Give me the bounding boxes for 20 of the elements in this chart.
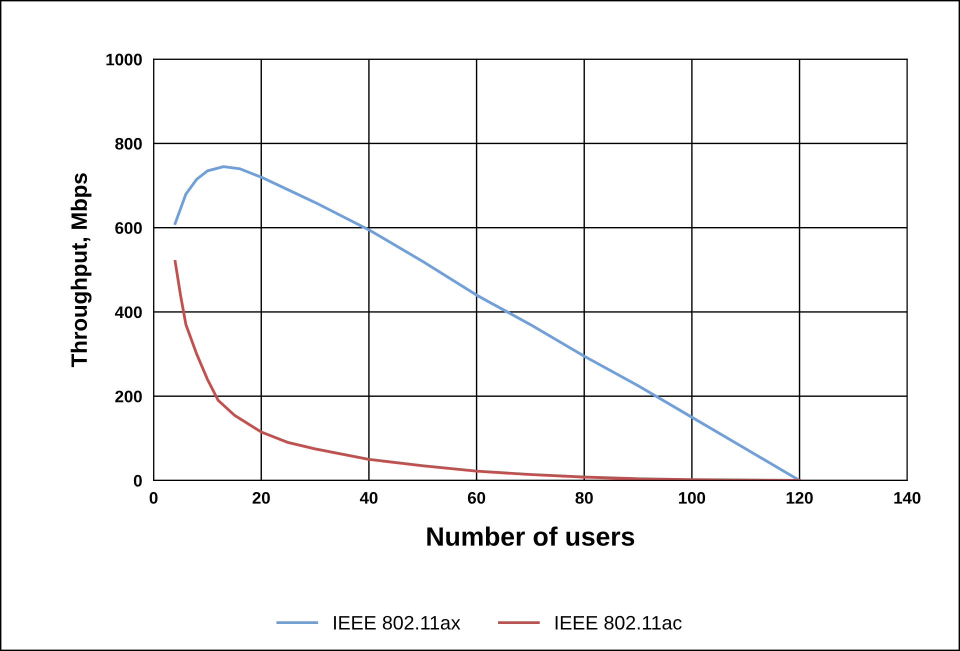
x-axis-title: Number of users bbox=[427, 526, 634, 546]
line-series bbox=[174, 260, 801, 480]
x-tick-label: 0 bbox=[150, 492, 158, 504]
legend-label: IEEE 802.11ac bbox=[556, 616, 682, 630]
x-tick-label: 40 bbox=[360, 492, 378, 504]
y-tick-label: 400 bbox=[114, 306, 142, 318]
legend-label: IEEE 802.11ax bbox=[334, 616, 460, 630]
x-tick-label: 120 bbox=[786, 492, 813, 504]
x-tick-label: 140 bbox=[894, 492, 920, 504]
y-tick-label: 0 bbox=[134, 474, 142, 487]
x-tick-label: 20 bbox=[252, 492, 270, 504]
y-axis-title: Throughput, Mbps bbox=[70, 173, 92, 368]
y-tick-label: 800 bbox=[115, 138, 142, 150]
line-series bbox=[174, 165, 801, 480]
x-tick-label: 80 bbox=[575, 492, 593, 504]
y-tick-label: 600 bbox=[115, 222, 142, 234]
y-tick-label: 1000 bbox=[106, 54, 142, 66]
x-tick-label: 100 bbox=[679, 492, 706, 504]
x-tick-label: 60 bbox=[468, 492, 486, 504]
y-tick-label: 200 bbox=[115, 390, 142, 402]
